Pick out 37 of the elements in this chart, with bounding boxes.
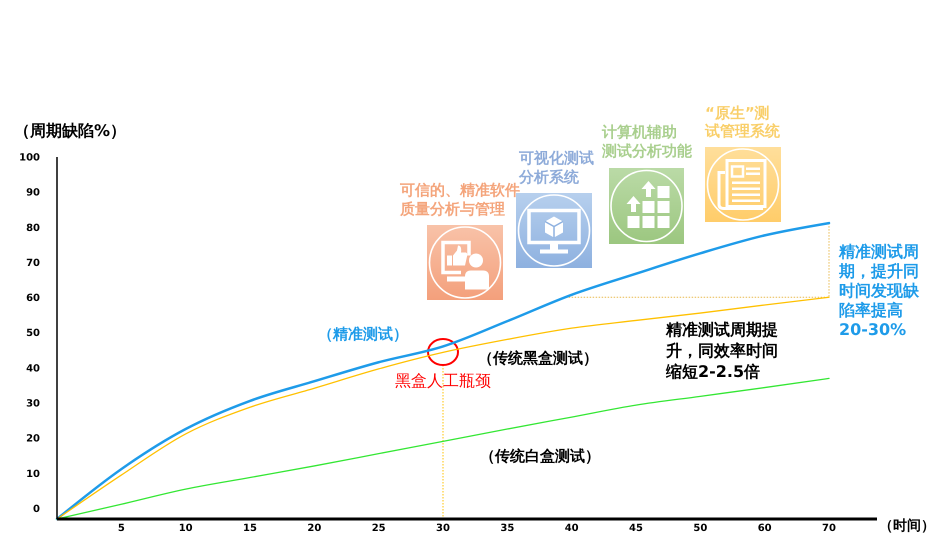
- line-series: [56, 222, 830, 520]
- x-tick-label: 70: [822, 523, 836, 534]
- x-tick-label: 35: [500, 523, 514, 534]
- annotation: 精准测试周期提升，同效率时间缩短2-2.5倍: [665, 320, 778, 381]
- x-tick-label: 50: [693, 523, 708, 534]
- annotation: 精准测试周期，提升同时间发现缺陷率提高20-30%: [838, 242, 920, 339]
- annotation: 计算机辅助测试分析功能: [601, 123, 693, 160]
- x-tick-label: 5: [118, 523, 125, 534]
- y-tick-label: 50: [26, 328, 40, 340]
- y-tick-label: 20: [26, 434, 40, 445]
- y-tick-label: 90: [26, 188, 40, 199]
- y-tick-label: 0: [33, 504, 40, 515]
- x-tick-label: 20: [307, 523, 322, 534]
- y-tick-label: 80: [26, 222, 40, 234]
- series-label: （传统黑盒测试）: [478, 349, 598, 367]
- annotation: 可视化测试分析系统: [518, 149, 594, 186]
- line-series: [56, 296, 830, 520]
- x-tick-label: 40: [564, 523, 579, 534]
- x-tick-label: 60: [758, 523, 772, 534]
- y-tick-label: 40: [26, 363, 40, 374]
- y-axis-title: （周期缺陷%）: [14, 121, 126, 140]
- x-tick-label: 25: [372, 523, 386, 534]
- y-tick-label: 30: [26, 398, 40, 410]
- annotation: 黑盒人工瓶颈: [395, 371, 491, 390]
- y-tick-label: 10: [26, 468, 40, 480]
- x-tick-label: 10: [178, 523, 193, 534]
- series-label: （精准测试）: [318, 325, 408, 343]
- y-tick-label: 100: [19, 152, 40, 164]
- text: “原生”测试管理系统: [704, 104, 781, 140]
- series-label: （传统白盒测试）: [480, 447, 600, 465]
- x-axis-title: （时间）: [879, 518, 935, 534]
- y-tick-label: 70: [26, 258, 40, 269]
- x-tick-label: 45: [629, 523, 643, 534]
- y-tick-label: 60: [26, 293, 40, 304]
- annotation: 可信的、精准软件质量分析与管理: [399, 181, 520, 218]
- x-tick-label: 15: [243, 523, 257, 534]
- x-tick-label: 30: [436, 523, 450, 534]
